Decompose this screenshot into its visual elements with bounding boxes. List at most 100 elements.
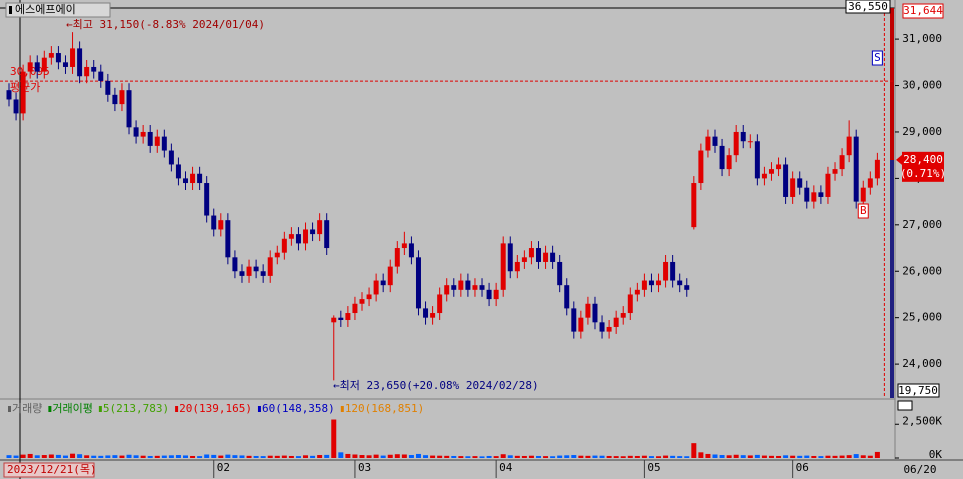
x-tick-label: 05	[647, 461, 660, 474]
max-annotation: ←최고 31,150(-8.83% 2024/01/04)	[66, 18, 265, 31]
volume-bar	[747, 455, 753, 458]
candle-body	[790, 178, 796, 197]
candle-body	[175, 164, 181, 179]
candle-body	[726, 155, 732, 170]
candle-body	[670, 261, 676, 281]
volume-bar	[754, 454, 760, 458]
volume-bar	[712, 454, 718, 458]
candle-body	[218, 220, 224, 230]
volume-bar	[352, 454, 358, 458]
volume-bar	[557, 455, 563, 458]
legend-label: 거래이평	[52, 402, 92, 415]
volume-bar	[564, 455, 570, 458]
volume-bar	[853, 454, 859, 458]
candle-body	[415, 257, 421, 309]
volume-bar	[627, 455, 633, 458]
candle-body	[592, 303, 598, 323]
current-change: (0.71%)	[900, 167, 946, 180]
legend-label: 거래량	[12, 402, 42, 415]
candle-body	[514, 261, 520, 272]
candle-body	[288, 234, 294, 239]
volume-bar	[797, 455, 803, 458]
candle-body	[543, 252, 549, 262]
volume-bar	[303, 455, 309, 458]
y-tick-label: 26,000	[902, 264, 942, 277]
legend-swatch	[257, 406, 261, 412]
volume-bar	[27, 453, 33, 458]
volume-bar	[140, 455, 146, 458]
date-box	[3, 462, 95, 478]
volume-bar	[253, 455, 259, 458]
candle-body	[832, 169, 838, 174]
volume-bar	[585, 455, 591, 458]
volume-bar	[740, 455, 746, 458]
signal-label: S	[874, 51, 881, 64]
candle-body	[811, 192, 817, 202]
candle-body	[225, 220, 231, 258]
volume-bar	[677, 456, 683, 458]
candle-body	[147, 131, 153, 146]
candle-body	[366, 294, 372, 300]
volume-bar	[514, 455, 520, 458]
volume-bar	[295, 456, 301, 458]
candle-body	[507, 243, 513, 272]
candle-body	[521, 257, 527, 262]
volume-bar	[860, 455, 866, 458]
legend-label: 20(139,165)	[179, 402, 252, 415]
volume-bar	[465, 456, 471, 458]
volume-bar	[550, 456, 556, 458]
volume-bar	[705, 453, 711, 458]
volume-bar	[366, 455, 372, 458]
candle-body	[444, 285, 450, 295]
volume-bar	[84, 455, 90, 458]
candle-body	[705, 136, 711, 151]
volume-bar	[839, 455, 845, 458]
volume-bar	[204, 454, 210, 458]
candle-body	[310, 229, 316, 235]
candle-body	[387, 266, 393, 286]
candle-body	[677, 280, 683, 286]
volume-bar	[415, 453, 421, 458]
candle-body	[303, 229, 309, 244]
volume-bar	[13, 455, 19, 458]
volume-bar	[783, 455, 789, 458]
min-annotation: ←최저 23,650(+20.08% 2024/02/28)	[333, 379, 539, 392]
candle-body	[486, 289, 492, 300]
candle-body	[550, 252, 556, 262]
volume-bar	[818, 456, 824, 458]
candle-body	[698, 150, 704, 184]
volume-bar	[571, 455, 577, 458]
volume-bar	[663, 455, 669, 458]
volume-bar	[387, 454, 393, 458]
bottom-box	[897, 383, 940, 398]
legend-swatch	[340, 406, 344, 412]
volume-bar	[232, 455, 238, 458]
volume-bar	[507, 455, 513, 458]
volume-bar	[684, 456, 690, 458]
volume-bar	[874, 451, 880, 458]
volume-bar	[274, 455, 280, 458]
y-tick-label: 30,000	[902, 79, 942, 92]
candle-body	[267, 257, 273, 276]
volume-bar	[493, 456, 499, 458]
candle-body	[613, 317, 619, 327]
candle-body	[246, 266, 252, 276]
volume-bar	[670, 455, 676, 458]
candle-body	[606, 326, 612, 332]
top-box-label: 36,550	[848, 0, 888, 13]
candle-body	[578, 317, 584, 332]
candle-body	[352, 303, 358, 314]
volume-bar	[48, 454, 54, 458]
candle-body	[295, 234, 301, 244]
volume-bar	[331, 419, 337, 458]
volume-bar	[832, 455, 838, 458]
volume-bar	[91, 455, 97, 458]
volume-bar	[317, 455, 323, 458]
volume-bar	[451, 455, 457, 458]
current-box	[902, 151, 944, 182]
candle-body	[437, 294, 443, 314]
signal-label: B	[860, 204, 867, 217]
legend-swatch	[175, 406, 179, 412]
